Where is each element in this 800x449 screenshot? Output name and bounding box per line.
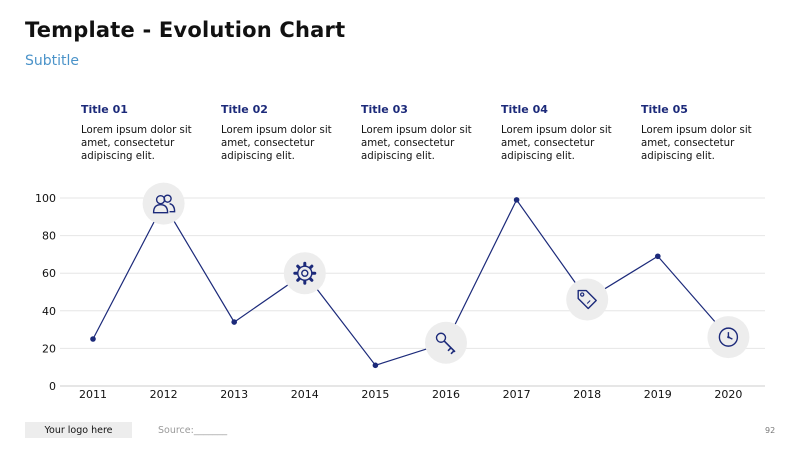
x-tick-label: 2012 <box>150 388 178 401</box>
y-tick-label: 0 <box>49 380 56 393</box>
clock-icon <box>718 327 739 347</box>
source-note: Source:_______ <box>158 425 228 436</box>
page-title: Template - Evolution Chart <box>25 18 346 42</box>
tag-icon <box>577 289 597 310</box>
x-tick-label: 2020 <box>714 388 742 401</box>
column-2: Title 02 Lorem ipsum dolor sit amet, con… <box>221 103 356 163</box>
logo-placeholder: Your logo here <box>25 422 132 438</box>
data-point <box>372 362 379 369</box>
key-icon <box>435 332 456 355</box>
data-point-icon-marker <box>425 321 467 364</box>
x-tick-label: 2018 <box>573 388 601 401</box>
users-icon <box>152 194 176 214</box>
column-title: Title 05 <box>641 103 688 116</box>
column-text: Lorem ipsum dolor sit amet, consectetur … <box>221 125 332 162</box>
column-text: Lorem ipsum dolor sit amet, consectetur … <box>641 125 752 162</box>
x-tick-label: 2014 <box>291 388 319 401</box>
data-point-icon-marker <box>283 252 326 295</box>
page-subtitle: Subtitle <box>25 53 80 69</box>
x-tick-label: 2013 <box>220 388 248 401</box>
data-point <box>655 253 661 260</box>
column-1: Title 01 Lorem ipsum dolor sit amet, con… <box>81 103 216 163</box>
data-point <box>231 319 237 325</box>
logo-text: Your logo here <box>44 424 113 436</box>
column-text: Lorem ipsum dolor sit amet, consectetur … <box>81 125 192 162</box>
column-title: Title 02 <box>221 103 268 116</box>
x-tick-label: 2016 <box>432 388 460 401</box>
y-tick-label: 40 <box>42 305 56 318</box>
column-4: Title 04 Lorem ipsum dolor sit amet, con… <box>501 103 636 163</box>
data-point <box>90 336 96 342</box>
column-text: Lorem ipsum dolor sit amet, consectetur … <box>361 125 472 162</box>
x-tick-label: 2019 <box>644 388 672 401</box>
column-title: Title 04 <box>501 103 548 116</box>
data-point-icon-marker <box>707 316 750 359</box>
marker-background <box>566 278 609 321</box>
data-point <box>513 197 520 203</box>
column-3: Title 03 Lorem ipsum dolor sit amet, con… <box>361 103 496 163</box>
y-tick-label: 100 <box>35 192 56 205</box>
x-tick-label: 2011 <box>79 388 107 401</box>
page-number: 92 <box>765 426 776 435</box>
column-title: Title 03 <box>361 103 408 116</box>
y-tick-label: 20 <box>42 342 56 355</box>
gear-icon <box>293 261 317 285</box>
x-tick-label: 2017 <box>503 388 531 401</box>
data-point-icon-marker <box>142 182 185 225</box>
column-5: Title 05 Lorem ipsum dolor sit amet, con… <box>641 103 776 163</box>
data-point-icon-marker <box>566 278 609 321</box>
marker-background <box>142 182 185 225</box>
y-tick-label: 60 <box>42 267 56 280</box>
column-text: Lorem ipsum dolor sit amet, consectetur … <box>501 125 612 162</box>
y-tick-label: 80 <box>42 230 56 243</box>
column-title: Title 01 <box>81 103 128 116</box>
x-tick-label: 2015 <box>361 388 389 401</box>
series-line <box>92 198 729 367</box>
